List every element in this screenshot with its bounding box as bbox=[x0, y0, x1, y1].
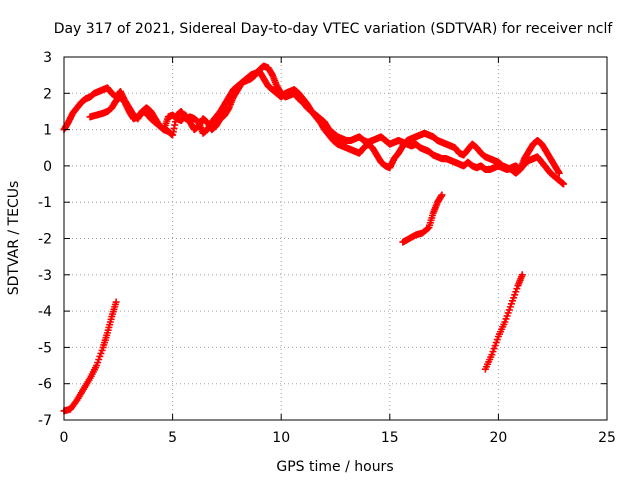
y-tick-labels: -7 -6 -5 -4 -3 -2 -1 0 1 2 3 bbox=[38, 50, 52, 429]
y-tick-label: -4 bbox=[38, 304, 52, 320]
y-tick-label: -5 bbox=[38, 340, 52, 356]
data-point-marker bbox=[555, 169, 563, 177]
x-tick-label: 25 bbox=[598, 430, 616, 446]
series-arc-c bbox=[60, 298, 120, 415]
axis-ticks bbox=[63, 56, 608, 421]
x-axis-label: GPS time / hours bbox=[276, 459, 393, 475]
y-tick-label: -2 bbox=[38, 232, 52, 248]
y-tick-label: 0 bbox=[43, 159, 52, 175]
x-tick-label: 10 bbox=[272, 430, 290, 446]
x-tick-label: 15 bbox=[381, 430, 399, 446]
series-arc-b bbox=[86, 62, 563, 177]
y-tick-label: 3 bbox=[43, 50, 52, 66]
data-point-marker bbox=[560, 180, 568, 188]
data-point-marker bbox=[518, 271, 526, 279]
y-tick-label: -6 bbox=[38, 377, 52, 393]
series-arc-a bbox=[60, 68, 568, 188]
data-point-marker bbox=[438, 191, 446, 199]
x-tick-labels: 0 5 10 15 20 25 bbox=[60, 430, 616, 446]
y-tick-label: -7 bbox=[38, 413, 52, 429]
y-tick-label: 2 bbox=[43, 86, 52, 102]
y-tick-label: 1 bbox=[43, 123, 52, 139]
x-tick-label: 5 bbox=[168, 430, 177, 446]
data-point-marker bbox=[112, 298, 120, 306]
y-tick-label: -1 bbox=[38, 195, 52, 211]
chart-title: Day 317 of 2021, Sidereal Day-to-day VTE… bbox=[54, 21, 614, 37]
y-axis-label: SDTVAR / TECUs bbox=[6, 181, 22, 296]
x-tick-label: 20 bbox=[489, 430, 507, 446]
y-tick-label: -3 bbox=[38, 268, 52, 284]
series-arc-d bbox=[399, 191, 446, 246]
data-points bbox=[60, 62, 568, 415]
series-arc-e bbox=[481, 271, 526, 373]
x-tick-label: 0 bbox=[60, 430, 69, 446]
